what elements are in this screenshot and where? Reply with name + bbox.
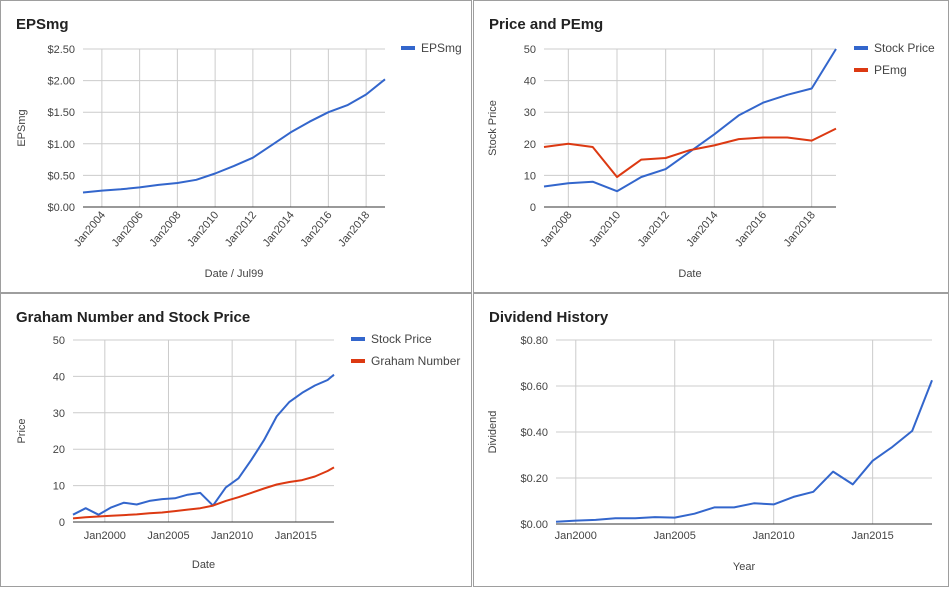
chart2-legend-label-0: Stock Price — [371, 332, 432, 346]
chart2-ytick-label-3: 30 — [53, 408, 65, 420]
chart1-ytick-label-5: 50 — [524, 44, 536, 56]
chart2-legend-label-1: Graham Number — [371, 354, 460, 368]
chart-graham: Graham Number and Stock Price 0 10 20 30 40 50… — [16, 309, 460, 571]
chart1-xtick-label-5: Jan2018 — [782, 209, 818, 249]
chart1-legend-label-1: PEmg — [874, 63, 907, 77]
chart0-xtick-label-6: Jan2016 — [298, 209, 334, 249]
chart2-xtick-label-0: Jan2000 — [84, 530, 126, 542]
chart0-xtick-label-2: Jan2008 — [147, 209, 183, 249]
chart1-y-axis-label: Stock Price — [487, 100, 499, 156]
chart1-title: Price and PEmg — [489, 16, 603, 33]
chart1-xtick-label-4: Jan2016 — [733, 209, 769, 249]
chart3-xtick-label-1: Jan2005 — [654, 530, 696, 542]
chart0-x-axis-label: Date / Jul99 — [205, 268, 264, 280]
chart3-xtick-label-2: Jan2010 — [753, 530, 795, 542]
chart1-xtick-label-0: Jan2008 — [538, 209, 574, 249]
chart3-xtick-label-3: Jan2015 — [852, 530, 894, 542]
chart2-xtick-label-2: Jan2010 — [211, 530, 253, 542]
chart2-xtick-label-3: Jan2015 — [275, 530, 317, 542]
chart-panel-graham: Graham Number and Stock Price 0 10 20 30 40 50… — [0, 293, 472, 587]
chart3-xtick-label-0: Jan2000 — [555, 530, 597, 542]
chart1-series-line-0 — [543, 48, 837, 193]
chart1-xtick-label-1: Jan2010 — [587, 209, 623, 249]
chart3-series-line-0 — [555, 379, 933, 523]
chart2-y-axis-label: Price — [16, 418, 28, 443]
chart0-ytick-label-5: $2.50 — [47, 44, 75, 56]
chart3-title: Dividend History — [489, 309, 609, 326]
chart-price-pemg: Price and PEmg 0 10 20 30 40 50 Jan2008 Jan2010 J… — [487, 16, 935, 280]
chart1-ytick-label-1: 10 — [524, 170, 536, 182]
chart0-y-axis-label: EPSmg — [16, 109, 28, 146]
chart2-legend-swatch-0 — [351, 337, 365, 341]
chart0-ytick-label-2: $1.00 — [47, 139, 75, 151]
chart2-title: Graham Number and Stock Price — [16, 309, 250, 326]
chart0-legend-swatch-0 — [401, 46, 415, 50]
chart0-xtick-label-3: Jan2010 — [185, 209, 221, 249]
chart3-ytick-label-3: $0.60 — [520, 381, 548, 393]
chart1-ytick-label-2: 20 — [524, 139, 536, 151]
chart-panel-price-pemg: Price and PEmg 0 10 20 30 40 50 Jan2008 Jan2010 J… — [473, 0, 949, 293]
chart1-legend-swatch-0 — [854, 46, 868, 50]
chart1-legend-label-0: Stock Price — [874, 41, 935, 55]
chart1-x-axis-label: Date — [678, 268, 701, 280]
chart0-ytick-label-1: $0.50 — [47, 170, 75, 182]
chart0-xtick-label-0: Jan2004 — [72, 209, 108, 249]
chart2-ytick-label-5: 50 — [53, 335, 65, 347]
chart2-ytick-label-2: 20 — [53, 444, 65, 456]
chart2-ytick-label-0: 0 — [59, 517, 65, 529]
chart0-xtick-label-7: Jan2018 — [336, 209, 372, 249]
chart3-x-axis-label: Year — [733, 561, 756, 573]
chart2-x-axis-label: Date — [192, 559, 215, 571]
chart2-ytick-label-4: 40 — [53, 371, 65, 383]
chart2-series-line-1 — [72, 466, 335, 520]
chart-epsmg: EPSmg $0.00 $0.50 $1.00 $1.50 $2.00 $2.50 Jan20… — [16, 16, 462, 280]
chart3-ytick-label-2: $0.40 — [520, 427, 548, 439]
chart1-ytick-label-3: 30 — [524, 107, 536, 119]
chart0-ytick-label-3: $1.50 — [47, 107, 75, 119]
chart0-legend-label-0: EPSmg — [421, 41, 462, 55]
chart0-ytick-label-4: $2.00 — [47, 76, 75, 88]
chart-panel-dividend: Dividend History $0.00 $0.20 $0.40 $0.60 $0.8… — [473, 293, 949, 587]
chart1-ytick-label-0: 0 — [530, 202, 536, 214]
chart3-ytick-label-4: $0.80 — [520, 335, 548, 347]
chart0-title: EPSmg — [16, 16, 69, 33]
chart1-xtick-label-3: Jan2014 — [684, 209, 720, 249]
chart3-ytick-label-1: $0.20 — [520, 473, 548, 485]
chart-panel-epsmg: EPSmg $0.00 $0.50 $1.00 $1.50 $2.00 $2.50 Jan20… — [0, 0, 472, 293]
chart0-xtick-label-5: Jan2014 — [261, 209, 297, 249]
chart1-legend-swatch-1 — [854, 68, 868, 72]
chart1-ytick-label-4: 40 — [524, 76, 536, 88]
chart-dividend: Dividend History $0.00 $0.20 $0.40 $0.60 $0.8… — [487, 309, 933, 573]
chart1-xtick-label-2: Jan2012 — [636, 209, 672, 249]
chart2-ytick-label-1: 10 — [53, 481, 65, 493]
chart3-ytick-label-0: $0.00 — [520, 519, 548, 531]
chart0-xtick-label-4: Jan2012 — [223, 209, 259, 249]
chart2-legend-swatch-1 — [351, 359, 365, 363]
chart0-ytick-label-0: $0.00 — [47, 202, 75, 214]
chart2-series-line-0 — [72, 373, 335, 516]
chart0-xtick-label-1: Jan2006 — [110, 209, 146, 249]
chart3-y-axis-label: Dividend — [487, 411, 499, 454]
chart2-xtick-label-1: Jan2005 — [147, 530, 189, 542]
